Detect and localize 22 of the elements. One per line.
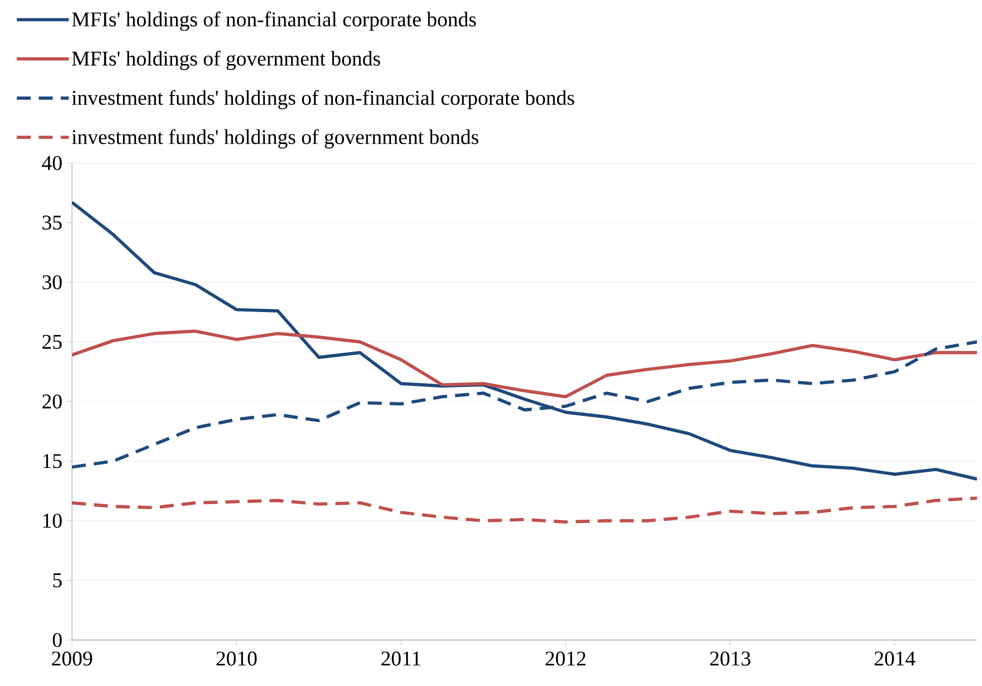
y-tick-label: 30 (42, 275, 62, 290)
line-series (72, 496, 978, 524)
y-tick-label: 25 (42, 334, 62, 349)
y-tick-label: 10 (43, 514, 62, 528)
legend-label: MFIs' holdings of non-financial corporate bonds (72, 12, 476, 31)
x-tick-label: 2011 (381, 652, 420, 666)
line-series (72, 200, 978, 481)
legend-label: investment funds' holdings of government bonds (72, 129, 478, 148)
y-tick-label: 15 (43, 454, 62, 468)
y-tick-label: 5 (53, 573, 62, 588)
x-tick-label: 2013 (710, 652, 750, 666)
x-tick-label: 2014 (874, 652, 916, 666)
x-tick-label: 2010 (216, 652, 257, 666)
legend-label: investment funds' holdings of non-financial corporate bonds (72, 90, 574, 110)
x-tick-label: 2012 (546, 652, 586, 666)
y-tick-label: 40 (42, 156, 62, 170)
legend-label: MFIs' holdings of government bonds (72, 50, 380, 70)
y-tick-label: 35 (42, 216, 62, 230)
y-tick-label: 20 (42, 394, 62, 409)
line-series (72, 330, 978, 398)
y-tick-label: 0 (52, 632, 62, 648)
x-tick-label: 2009 (52, 652, 92, 666)
